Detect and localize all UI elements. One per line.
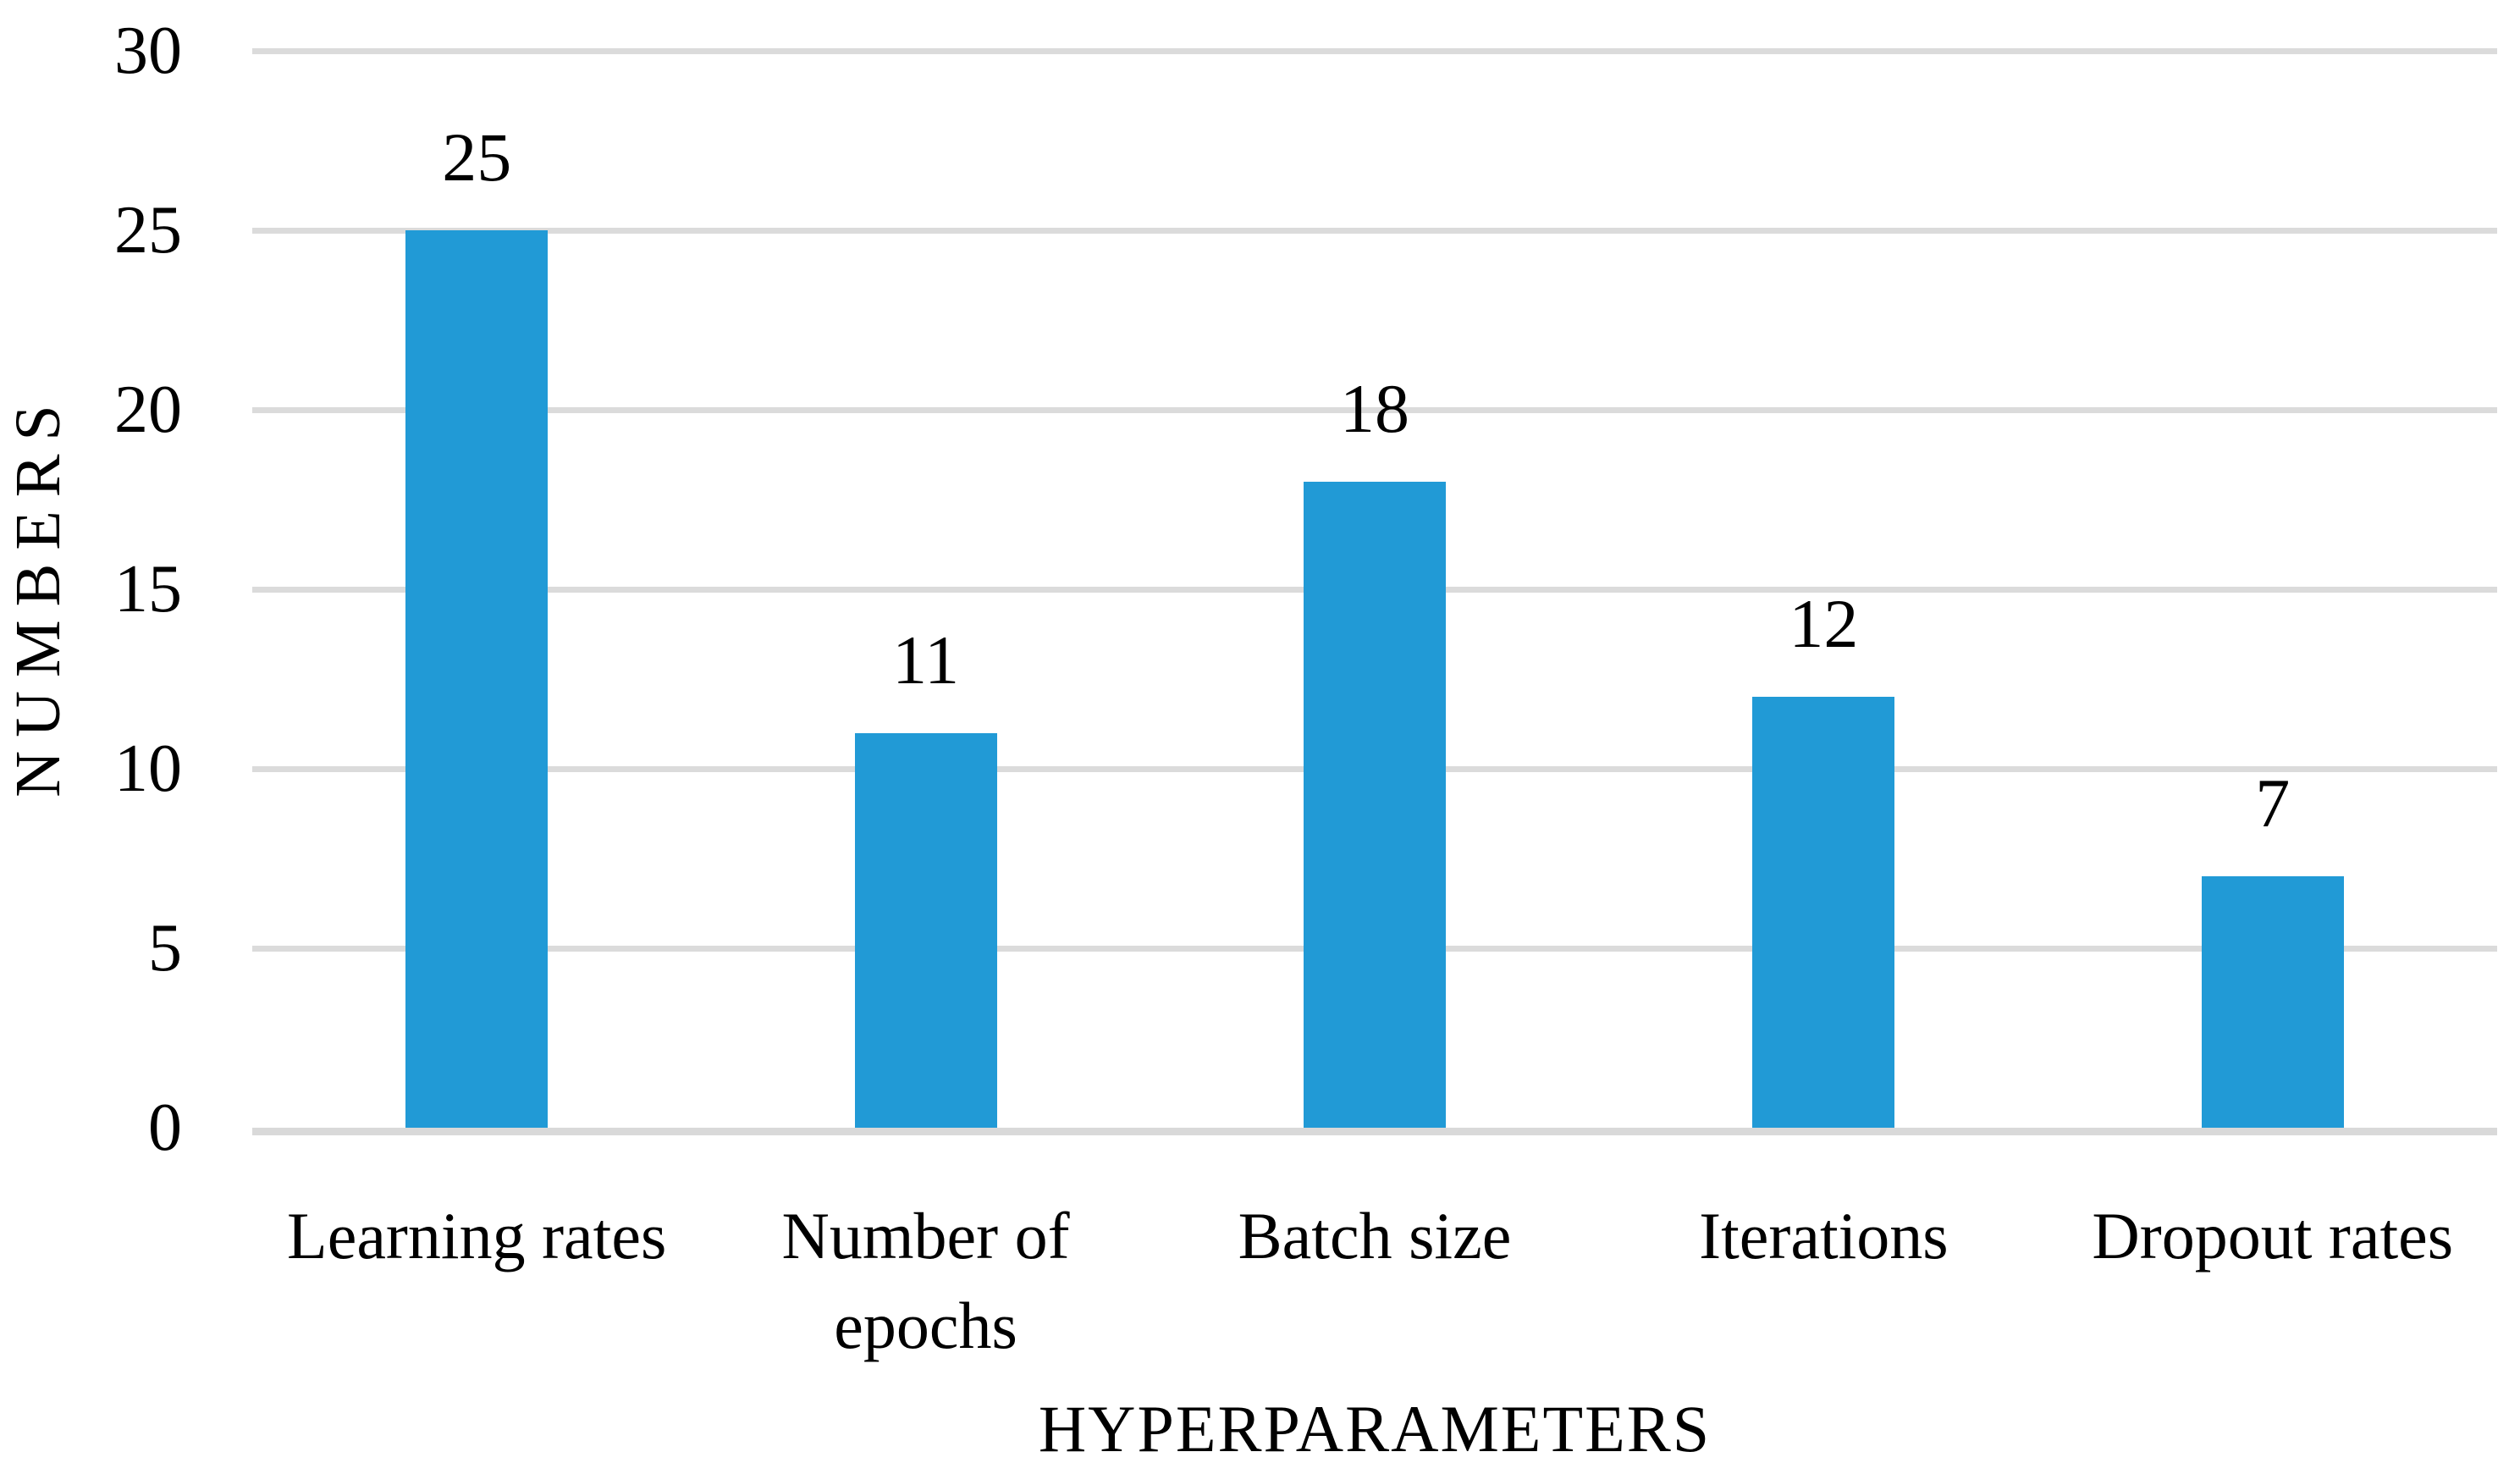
y-tick-label-0: 0 <box>148 1090 182 1165</box>
y-tick-label-10: 10 <box>114 731 182 806</box>
x-tick-label-number-of-epochs: Number of epochs <box>781 1199 1070 1362</box>
bar-value-label: 7 <box>2255 765 2291 842</box>
x-tick-label-iterations: Iterations <box>1699 1199 1949 1272</box>
bar-dropout-rates <box>2201 876 2344 1128</box>
bar-iterations <box>1752 697 1895 1128</box>
bar-batch-size <box>1304 481 1446 1128</box>
x-axis-title: HYPERPARAMETERS <box>1038 1392 1712 1466</box>
y-tick-label-15: 15 <box>114 552 182 627</box>
y-tick-label-20: 20 <box>114 373 182 447</box>
y-tick-label-25: 25 <box>114 193 182 268</box>
x-axis-line <box>252 1128 2497 1135</box>
gridline-25 <box>252 228 2497 234</box>
y-tick-label-30: 30 <box>114 14 182 88</box>
x-tick-label-batch-size: Batch size <box>1238 1199 1512 1272</box>
bar-learning-rates <box>405 230 549 1128</box>
gridline-30 <box>252 48 2497 54</box>
bar-number-of-epochs <box>854 732 997 1128</box>
x-tick-label-learning-rates: Learning rates <box>287 1199 667 1272</box>
bar-value-label: 25 <box>442 119 512 196</box>
bar-value-label: 11 <box>892 621 960 698</box>
bar-value-label: 12 <box>1789 585 1859 663</box>
x-tick-label-dropout-rates: Dropout rates <box>2092 1199 2454 1272</box>
bar-value-label: 18 <box>1340 369 1409 447</box>
gridline-20 <box>252 407 2497 413</box>
y-tick-label-5: 5 <box>148 911 182 985</box>
